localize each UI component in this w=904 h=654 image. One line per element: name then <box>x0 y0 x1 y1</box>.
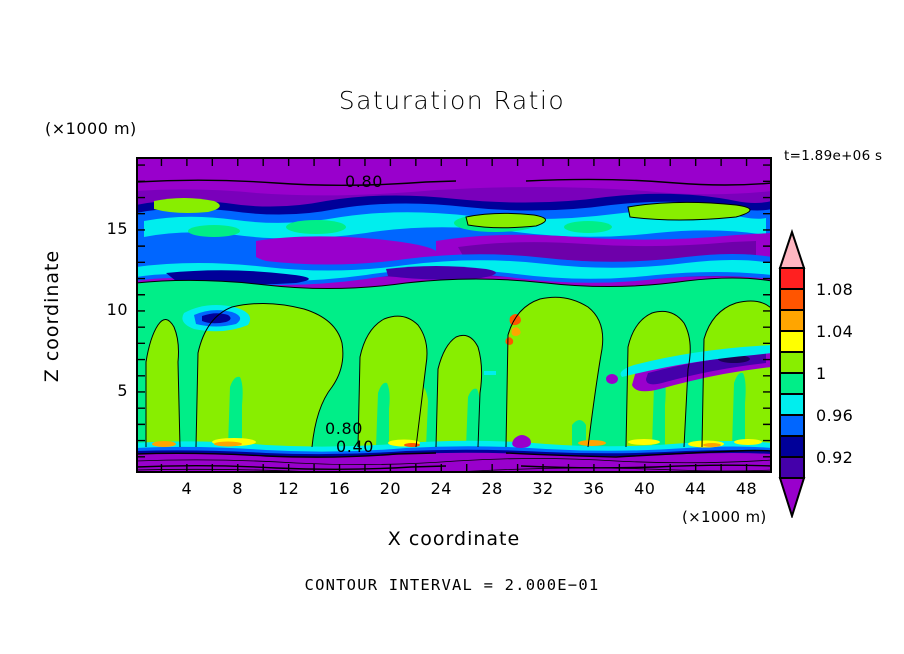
x-tick-label: 48 <box>735 479 758 498</box>
y-axis-title: Z coordinate <box>41 249 63 383</box>
x-tick-label: 20 <box>379 479 402 498</box>
x-tick-label: 44 <box>684 479 707 498</box>
y-axis-units-label: (×1000 m) <box>45 119 137 138</box>
colorbar-svg <box>778 228 806 520</box>
y-tick-label: 15 <box>106 218 128 238</box>
contour-label: 0.40 <box>336 437 375 456</box>
contour-interval-caption: CONTOUR INTERVAL = 2.000E−01 <box>304 576 600 594</box>
x-tick-label: 28 <box>481 479 503 498</box>
contour-plot-area[interactable] <box>136 157 772 473</box>
colorbar-tick-label: 0.96 <box>816 406 854 425</box>
y-tick-label: 5 <box>117 380 128 400</box>
x-tick-label: 32 <box>532 479 554 498</box>
x-tick-label: 4 <box>181 479 193 498</box>
time-annotation: t=1.89e+06 s <box>784 148 883 164</box>
colorbar-tick-label: 1.04 <box>816 322 854 341</box>
x-tick-label: 40 <box>634 479 656 498</box>
x-tick-label: 8 <box>232 479 244 498</box>
colorbar-tick-label: 1 <box>816 364 827 383</box>
colorbar[interactable] <box>776 228 820 520</box>
x-tick-label: 16 <box>328 479 351 498</box>
x-axis-units-label: (×1000 m) <box>682 508 767 526</box>
y-tick-label: 10 <box>106 299 128 319</box>
colorbar-tick-label: 0.92 <box>816 448 854 467</box>
colorbar-tick-label: 1.08 <box>816 280 854 299</box>
contour-field <box>136 157 772 473</box>
page-title: Saturation Ratio <box>338 86 566 115</box>
x-axis-title: X coordinate <box>387 528 521 550</box>
contour-label: 0.80 <box>345 172 384 191</box>
contour-label: 0.80 <box>325 419 364 438</box>
x-tick-label: 24 <box>430 479 452 498</box>
x-tick-label: 12 <box>277 479 300 498</box>
x-tick-label: 36 <box>583 479 605 498</box>
